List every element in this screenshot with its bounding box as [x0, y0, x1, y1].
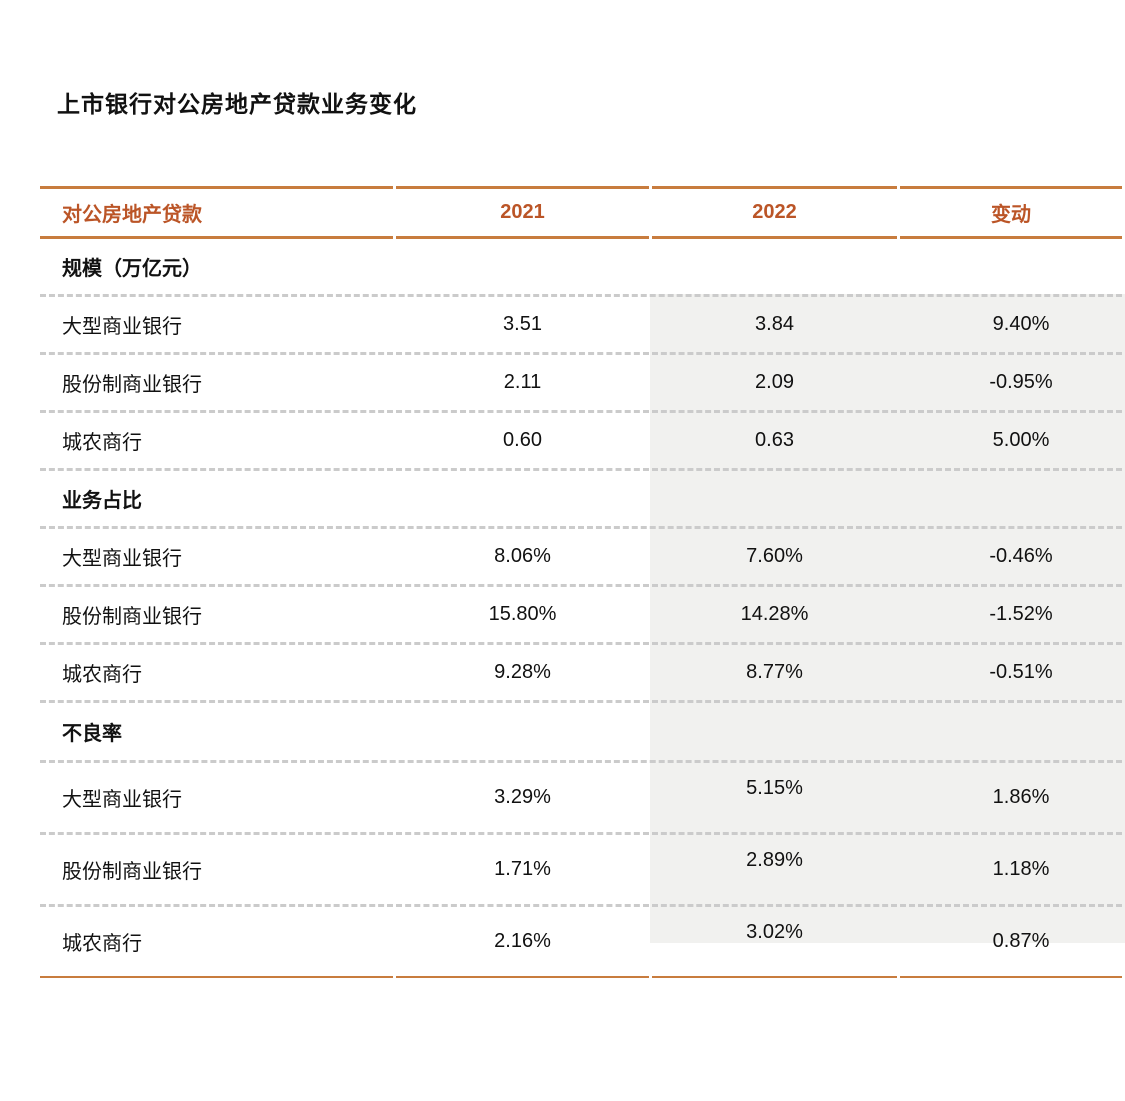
value-2021: 0.60: [396, 413, 649, 471]
value-2022: 2.09: [652, 355, 897, 413]
value-2021: 3.51: [396, 297, 649, 355]
value-2022: 2.89%: [652, 835, 897, 907]
row-label: 股份制商业银行: [40, 355, 393, 413]
section-label-npl: 不良率: [40, 703, 1122, 763]
value-2022: 14.28%: [652, 587, 897, 645]
value-2022: 0.63: [652, 413, 897, 471]
loan-table-container: 对公房地产贷款 2021 2022 变动 规模（万亿元） 大型商业银行 3.51…: [37, 186, 1125, 978]
value-2022: 5.15%: [652, 763, 897, 835]
table-row: 大型商业银行 8.06% 7.60% -0.46%: [40, 529, 1122, 587]
row-label: 大型商业银行: [40, 529, 393, 587]
table-row: 股份制商业银行 15.80% 14.28% -1.52%: [40, 587, 1122, 645]
value-2021: 3.29%: [396, 763, 649, 835]
table-row: 城农商行 9.28% 8.77% -0.51%: [40, 645, 1122, 703]
section-header-row: 业务占比: [40, 471, 1122, 529]
section-label-scale: 规模（万亿元）: [40, 239, 1122, 297]
value-change: -1.52%: [900, 587, 1122, 645]
column-header-2021: 2021: [396, 186, 649, 239]
value-2021: 8.06%: [396, 529, 649, 587]
value-2021: 2.11: [396, 355, 649, 413]
section-header-row: 不良率: [40, 703, 1122, 763]
row-label: 城农商行: [40, 413, 393, 471]
table-row: 大型商业银行 3.29% 5.15% 1.86%: [40, 763, 1122, 835]
value-change: -0.46%: [900, 529, 1122, 587]
row-label: 大型商业银行: [40, 763, 393, 835]
value-change: 5.00%: [900, 413, 1122, 471]
column-header-category: 对公房地产贷款: [40, 186, 393, 239]
page-title: 上市银行对公房地产贷款业务变化: [57, 91, 417, 117]
row-label: 城农商行: [40, 645, 393, 703]
table-row: 大型商业银行 3.51 3.84 9.40%: [40, 297, 1122, 355]
value-change: 9.40%: [900, 297, 1122, 355]
table-header-row: 对公房地产贷款 2021 2022 变动: [40, 186, 1122, 239]
section-label-share: 业务占比: [40, 471, 1122, 529]
value-2021: 9.28%: [396, 645, 649, 703]
column-header-2022: 2022: [652, 186, 897, 239]
value-2022: 3.84: [652, 297, 897, 355]
row-label: 股份制商业银行: [40, 587, 393, 645]
value-change: -0.51%: [900, 645, 1122, 703]
value-2022: 3.02%: [652, 907, 897, 978]
value-change: -0.95%: [900, 355, 1122, 413]
table-row: 股份制商业银行 1.71% 2.89% 1.18%: [40, 835, 1122, 907]
row-label: 股份制商业银行: [40, 835, 393, 907]
value-2022: 8.77%: [652, 645, 897, 703]
loan-table: 对公房地产贷款 2021 2022 变动 规模（万亿元） 大型商业银行 3.51…: [37, 186, 1125, 978]
value-2022: 7.60%: [652, 529, 897, 587]
table-row: 城农商行 2.16% 3.02% 0.87%: [40, 907, 1122, 978]
column-header-change: 变动: [900, 186, 1122, 239]
value-2021: 15.80%: [396, 587, 649, 645]
value-change: 1.18%: [900, 835, 1122, 907]
value-2021: 2.16%: [396, 907, 649, 978]
value-change: 0.87%: [900, 907, 1122, 978]
row-label: 大型商业银行: [40, 297, 393, 355]
section-header-row: 规模（万亿元）: [40, 239, 1122, 297]
row-label: 城农商行: [40, 907, 393, 978]
table-row: 城农商行 0.60 0.63 5.00%: [40, 413, 1122, 471]
value-change: 1.86%: [900, 763, 1122, 835]
value-2021: 1.71%: [396, 835, 649, 907]
table-row: 股份制商业银行 2.11 2.09 -0.95%: [40, 355, 1122, 413]
